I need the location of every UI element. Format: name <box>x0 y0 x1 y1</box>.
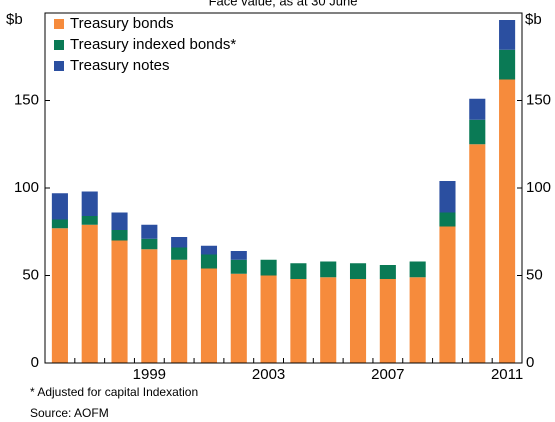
x-tick-label: 1999 <box>133 366 166 383</box>
bar-segment <box>200 254 218 269</box>
y-tick-label: 50 <box>22 266 39 283</box>
y2-axis-label: $b <box>525 11 542 28</box>
bar-segment <box>141 249 158 363</box>
bar-segment <box>230 273 247 363</box>
bar-segment <box>141 224 158 239</box>
bar-segment <box>469 98 486 120</box>
x-tick-label: 2003 <box>252 366 285 383</box>
bar-segment <box>349 279 367 363</box>
y-tick-label: 150 <box>14 91 39 108</box>
bar-segment <box>81 216 98 225</box>
bar-segment <box>469 144 486 363</box>
bar-segment <box>499 20 516 50</box>
bar-segment <box>51 219 68 229</box>
bar-segment <box>439 181 456 213</box>
legend-swatch <box>54 19 64 29</box>
bar-segment <box>81 224 98 363</box>
legend-label: Treasury notes <box>70 57 170 74</box>
bar-segment <box>200 268 218 363</box>
x-tick-label: 2007 <box>371 366 404 383</box>
bar-segment <box>51 228 68 363</box>
bar-segment <box>171 247 188 260</box>
bar-segment <box>379 279 396 363</box>
bar-segment <box>409 277 426 363</box>
bar-segment <box>111 240 128 363</box>
plot-frame <box>44 12 523 364</box>
bar-segment <box>499 49 516 80</box>
bar-segment <box>81 191 98 216</box>
bar-segment <box>379 265 396 279</box>
legend-label: Treasury indexed bonds* <box>70 36 236 53</box>
bar-segment <box>349 263 367 279</box>
bar-segment <box>499 79 516 363</box>
footnote: * Adjusted for capital Indexation <box>30 385 198 399</box>
bar-segment <box>171 259 188 363</box>
bar-segment <box>439 226 456 363</box>
bar-segment <box>260 275 277 363</box>
y-axis-label: $b <box>6 11 23 28</box>
bar-segment <box>230 251 247 260</box>
source: Source: AOFM <box>30 406 109 420</box>
bar-segment <box>111 212 128 230</box>
y2-tick-label: 100 <box>526 179 551 196</box>
y-tick-label: 100 <box>14 179 39 196</box>
bar-segment <box>260 259 277 276</box>
bar-segment <box>171 237 188 248</box>
bar-segment <box>111 230 128 241</box>
bar-segment <box>439 212 456 227</box>
y-tick-label: 0 <box>31 354 39 371</box>
legend-swatch <box>54 61 64 71</box>
bar-segment <box>409 261 426 278</box>
bar-segment <box>200 245 218 255</box>
bar-segment <box>141 238 158 250</box>
legend-label: Treasury bonds <box>70 15 174 32</box>
bar-segment <box>51 193 68 220</box>
y2-tick-label: 150 <box>526 91 551 108</box>
chart-subtitle: Face value, as at 30 June <box>209 0 358 8</box>
y2-tick-label: 0 <box>526 354 534 371</box>
bar-segment <box>290 279 307 363</box>
bar-segment <box>230 259 247 274</box>
legend-swatch <box>54 40 64 50</box>
bar-segment <box>469 119 486 145</box>
bar-segment <box>290 263 307 279</box>
bar-segment <box>320 277 337 363</box>
y2-tick-label: 50 <box>526 266 543 283</box>
x-tick-label: 2011 <box>491 366 523 383</box>
bar-segment <box>320 261 337 278</box>
